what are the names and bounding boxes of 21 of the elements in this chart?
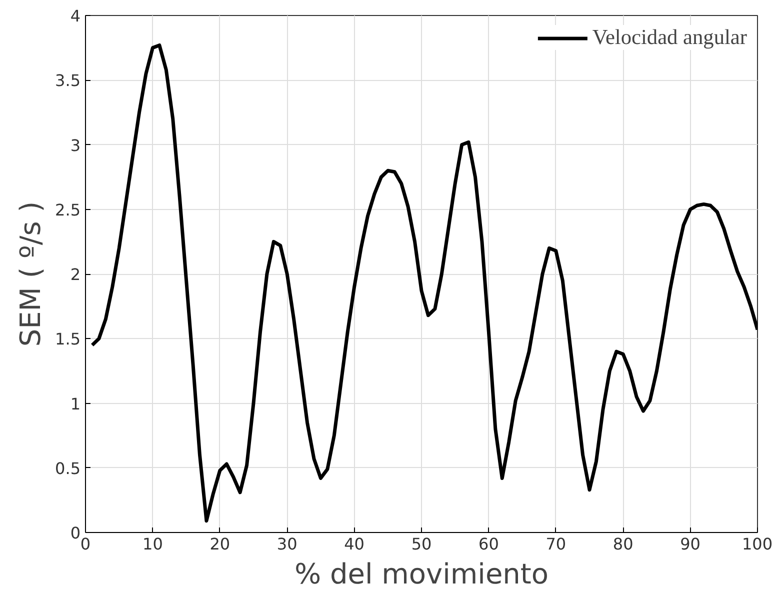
y-tick-label: 3 <box>70 136 81 155</box>
y-axis-title: SEM ( º/s ) <box>14 201 48 347</box>
x-tick-label: 70 <box>546 534 566 554</box>
x-tick-label: 80 <box>612 534 634 554</box>
x-tick-label: 10 <box>142 534 163 554</box>
x-tick-label: 60 <box>478 534 499 554</box>
y-tick-label: 2 <box>70 265 81 284</box>
y-tick-label: 0.5 <box>55 458 81 478</box>
y-tick-label: 1.5 <box>55 330 81 349</box>
y-tick-label: 3.5 <box>55 71 81 90</box>
x-tick-label: 100 <box>742 534 772 554</box>
x-tick-label: 50 <box>411 534 432 554</box>
x-tick-label: 40 <box>344 534 364 554</box>
x-tick-label: 90 <box>680 534 700 554</box>
y-tick-label: 2.5 <box>55 200 81 220</box>
y-tick-label: 1 <box>70 394 81 414</box>
x-tick-label: 30 <box>276 534 298 554</box>
y-tick-label: 4 <box>70 6 81 26</box>
x-tick-label: 20 <box>210 534 230 554</box>
x-axis-title: % del movimiento <box>294 558 549 590</box>
legend-label: Velocidad angular <box>592 25 747 50</box>
